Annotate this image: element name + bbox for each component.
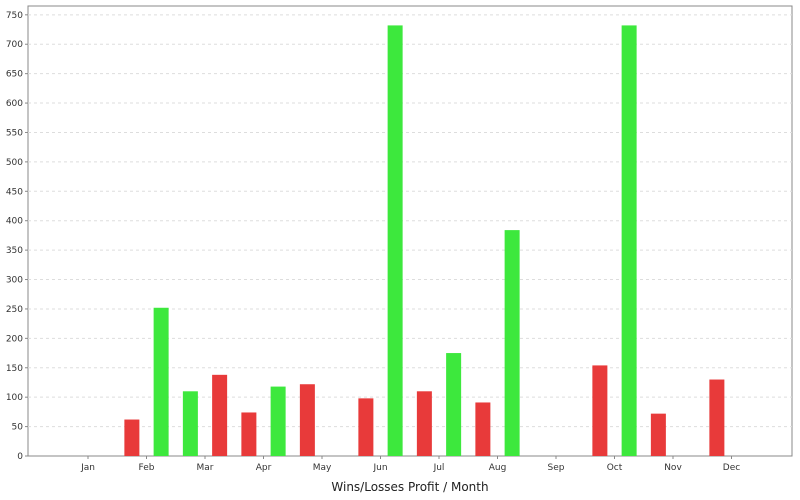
y-tick-label: 150 (6, 364, 23, 374)
y-tick-label: 350 (6, 246, 23, 256)
x-tick-label-aug: Aug (489, 463, 507, 473)
x-tick-label-apr: Apr (256, 463, 272, 473)
win-bar (387, 25, 403, 456)
x-axis-ticks: Jan Feb Mar Apr May Jun Jul Aug Sep Oct Nov Dec (80, 456, 740, 473)
y-axis-ticks: 0 50 100 150 200 250 300 350 400 450 500 550 600 650 7… (6, 11, 28, 462)
win-bar (270, 386, 286, 456)
win-bar (446, 353, 462, 456)
x-tick-label-dec: Dec (723, 463, 740, 473)
win-bar (621, 25, 637, 456)
y-tick-label: 600 (6, 99, 23, 109)
x-tick-label-feb: Feb (139, 463, 155, 473)
y-tick-label: 450 (6, 187, 23, 197)
y-tick-label: 100 (6, 393, 23, 403)
y-tick-label: 200 (6, 334, 23, 344)
loss-bar (212, 374, 228, 456)
loss-bar (299, 384, 315, 456)
loss-bar (124, 419, 140, 456)
y-tick-label: 550 (6, 128, 23, 138)
x-tick-label-nov: Nov (664, 463, 682, 473)
y-tick-label: 500 (6, 158, 23, 168)
y-tick-label: 700 (6, 40, 23, 50)
loss-bar (416, 391, 432, 456)
y-tick-label: 750 (6, 11, 23, 21)
loss-bar (241, 412, 257, 456)
y-tick-label: 400 (6, 217, 23, 227)
x-tick-label-jan: Jan (80, 463, 95, 473)
y-tick-label: 50 (12, 423, 24, 433)
x-tick-label-sep: Sep (548, 463, 565, 473)
bars (124, 25, 725, 456)
loss-bar (650, 413, 666, 456)
loss-bar (475, 402, 491, 456)
win-bar (153, 307, 169, 456)
loss-bar (592, 365, 608, 456)
x-tick-label-mar: Mar (197, 463, 214, 473)
x-tick-label-jul: Jul (433, 463, 445, 473)
y-tick-label: 250 (6, 305, 23, 315)
x-tick-label-may: May (313, 463, 332, 473)
win-bar (182, 391, 198, 456)
y-tick-label: 0 (17, 452, 23, 462)
chart-title: Wins/Losses Profit / Month (331, 480, 488, 494)
loss-bar (709, 379, 725, 456)
x-tick-label-jun: Jun (372, 463, 387, 473)
y-tick-label: 650 (6, 70, 23, 80)
win-bar (504, 230, 520, 456)
loss-bar (358, 398, 374, 456)
x-tick-label-oct: Oct (607, 463, 623, 473)
y-tick-label: 300 (6, 276, 23, 286)
